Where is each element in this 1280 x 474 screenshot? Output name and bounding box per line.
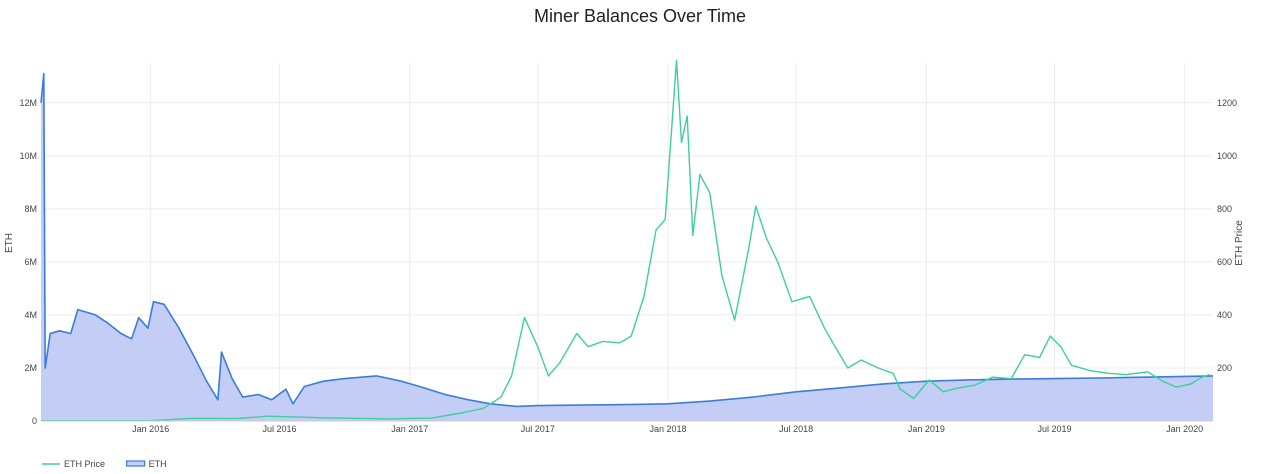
x-tick-label: Jan 2017 xyxy=(391,424,428,434)
y-left-tick-label: 12M xyxy=(19,98,37,108)
legend-label: ETH Price xyxy=(64,459,105,469)
y-left-tick-label: 0 xyxy=(32,416,37,426)
legend-label: ETH xyxy=(149,459,167,469)
y-left-tick-label: 4M xyxy=(24,310,37,320)
legend-item[interactable]: ETH Price xyxy=(42,459,105,469)
grid-lines xyxy=(41,63,1213,422)
x-tick-label: Jan 2020 xyxy=(1166,424,1203,434)
axes: Jan 2016 Jul 2016 Jan 2017 Jul 2017 Jan 2018… xyxy=(19,98,1237,434)
eth-price-series[interactable] xyxy=(41,59,1210,422)
x-tick-label: Jul 2016 xyxy=(262,424,296,434)
y-right-tick-label: 600 xyxy=(1217,257,1232,267)
y-axis-left-title: ETH xyxy=(4,233,15,253)
eth-balance-line xyxy=(40,72,1214,408)
y-left-tick-label: 10M xyxy=(19,151,37,161)
legend-item[interactable]: ETH xyxy=(125,459,167,469)
y-left-tick-label: 2M xyxy=(24,363,37,373)
x-tick-label: Jul 2019 xyxy=(1037,424,1071,434)
eth-balance-area xyxy=(41,73,1213,421)
y-right-tick-label: 200 xyxy=(1217,363,1232,373)
x-tick-label: Jan 2018 xyxy=(650,424,687,434)
legend-swatch-eth xyxy=(125,460,146,467)
eth-price-line xyxy=(41,59,1210,422)
y-axis-right-title: ETH Price xyxy=(1234,220,1245,266)
y-right-tick-label: 1000 xyxy=(1217,151,1237,161)
x-tick-label: Jan 2019 xyxy=(908,424,945,434)
y-right-tick-label: 400 xyxy=(1217,310,1232,320)
x-tick-label: Jan 2016 xyxy=(132,424,169,434)
y-right-tick-label: 1200 xyxy=(1217,98,1237,108)
y-left-tick-label: 8M xyxy=(24,204,37,214)
y-right-tick-label: 800 xyxy=(1217,204,1232,214)
y-left-tick-label: 6M xyxy=(24,257,37,267)
chart-title: Miner Balances Over Time xyxy=(533,6,747,26)
x-tick-label: Jul 2017 xyxy=(521,424,555,434)
legend[interactable]: ETH Price ETH xyxy=(42,459,167,469)
eth-balance-series[interactable] xyxy=(40,72,1214,421)
x-tick-label: Jul 2018 xyxy=(779,424,813,434)
